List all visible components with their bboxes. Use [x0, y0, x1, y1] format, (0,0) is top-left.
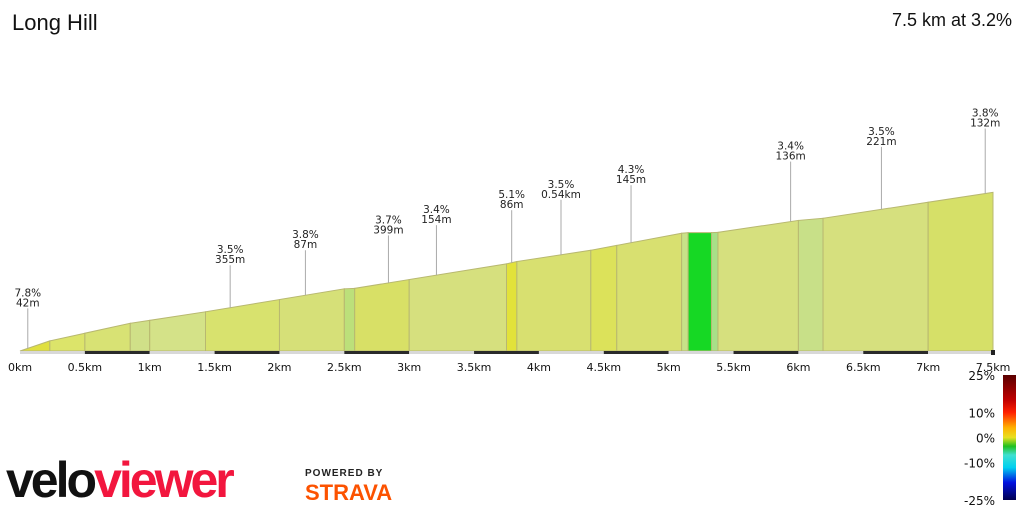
x-tick-label: 2km: [267, 361, 291, 374]
x-tick-label: 4km: [527, 361, 551, 374]
veloviewer-logo: veloviewer: [6, 452, 235, 508]
annotation-length: 86m: [500, 199, 524, 211]
x-tick-label: 4.5km: [587, 361, 622, 374]
profile-segment: [19, 340, 51, 352]
distance-bar-block: [474, 351, 539, 354]
distance-bar-block: [20, 351, 85, 354]
profile-segment: [408, 263, 507, 352]
distance-bar-block: [733, 351, 799, 354]
profile-segment: [710, 231, 719, 352]
annotation-length: 145m: [616, 174, 646, 186]
distance-bar-block: [84, 351, 150, 354]
profile-segment: [343, 287, 356, 352]
annotation-length: 0.54km: [541, 189, 581, 201]
x-tick-label: 2.5km: [327, 361, 362, 374]
distance-bar-block: [668, 351, 734, 354]
legend-label: -10%: [964, 457, 995, 471]
annotation-length: 136m: [775, 151, 805, 163]
x-tick-label: 5.5km: [716, 361, 751, 374]
distance-bar-block: [214, 351, 280, 354]
x-tick-label: 3km: [397, 361, 421, 374]
annotation-grade: 3.4%: [777, 141, 804, 153]
page-title: Long Hill: [12, 10, 98, 35]
profile-segment: [506, 260, 518, 352]
annotation-length: 355m: [215, 254, 245, 266]
annotation-grade: 3.8%: [292, 229, 319, 241]
distance-bar-block: [928, 351, 993, 354]
profile-segment: [84, 322, 131, 352]
x-tick-label: 1.5km: [197, 361, 232, 374]
legend-label: 10%: [968, 407, 995, 421]
grade-color-legend-bar: [1003, 375, 1016, 500]
distance-bar-block: [149, 351, 215, 354]
annotation-length: 221m: [866, 136, 896, 148]
annotation-grade: 4.3%: [618, 164, 645, 176]
profile-segment: [687, 232, 712, 352]
profile-segment: [49, 332, 86, 352]
profile-segment: [129, 319, 151, 352]
legend-label: 0%: [976, 432, 995, 446]
distance-bar-block: [863, 351, 929, 354]
profile-segment: [681, 232, 689, 352]
annotation-grade: 7.8%: [14, 287, 41, 299]
x-tick-label: 3.5km: [457, 361, 492, 374]
profile-segment: [822, 201, 929, 352]
legend-label: 25%: [968, 369, 995, 383]
powered-by-label: POWERED BY: [305, 468, 384, 479]
profile-segment: [797, 217, 824, 352]
distance-bar-block: [344, 351, 410, 354]
annotation-length: 154m: [421, 214, 451, 226]
annotation-length: 87m: [294, 239, 318, 251]
profile-segment: [927, 191, 994, 352]
legend-label: -25%: [964, 494, 995, 508]
distance-bar-end: [991, 350, 995, 355]
profile-segment: [516, 249, 592, 352]
distance-bar-block: [603, 351, 669, 354]
x-tick-label: 0.5km: [68, 361, 103, 374]
x-tick-label: 7km: [916, 361, 940, 374]
distance-bar-block: [279, 351, 345, 354]
climb-summary: 7.5 km at 3.2%: [891, 10, 1012, 30]
x-tick-label: 6km: [786, 361, 810, 374]
annotation-grade: 5.1%: [498, 189, 525, 201]
profile-segment: [616, 232, 683, 352]
profile-segment: [354, 278, 410, 352]
distance-bar-block: [409, 351, 475, 354]
annotation-length: 399m: [373, 224, 403, 236]
x-tick-label: 1km: [138, 361, 162, 374]
annotation-length: 42m: [16, 297, 40, 309]
distance-bar-block: [798, 351, 864, 354]
annotation-grade: 3.5%: [217, 244, 244, 256]
x-tick-label: 5km: [657, 361, 681, 374]
strava-logo: STRAVA: [305, 480, 393, 505]
x-tick-label: 7.5km: [976, 361, 1011, 374]
x-tick-label: 6.5km: [846, 361, 881, 374]
annotation-grade: 3.8%: [972, 108, 999, 120]
x-tick-label: 0km: [8, 361, 32, 374]
annotation-length: 132m: [970, 118, 1000, 130]
distance-bar-block: [538, 351, 604, 354]
annotation-grade: 3.5%: [548, 179, 575, 191]
profile-segment: [149, 311, 207, 352]
profile-segment: [717, 219, 799, 352]
annotation-grade: 3.4%: [423, 204, 450, 216]
profile-segment: [278, 288, 345, 352]
profile-segment: [205, 298, 280, 352]
annotation-grade: 3.5%: [868, 126, 895, 138]
annotation-grade: 3.7%: [375, 214, 402, 226]
profile-segment: [590, 244, 618, 352]
